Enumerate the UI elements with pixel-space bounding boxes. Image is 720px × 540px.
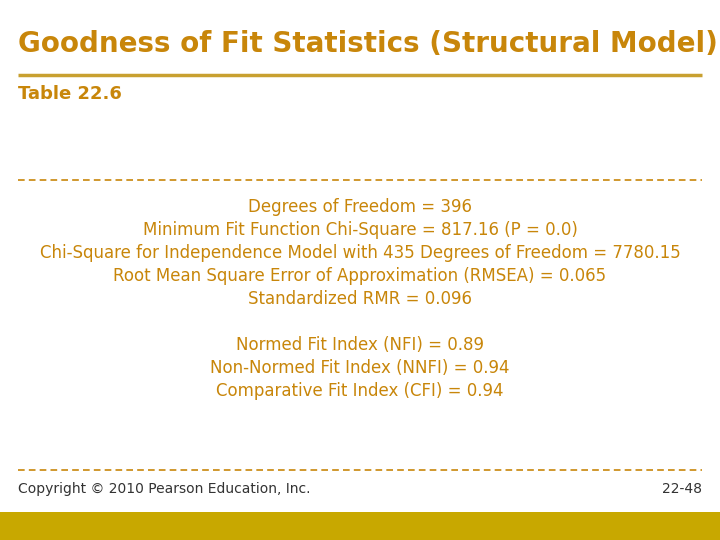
Text: Minimum Fit Function Chi-Square = 817.16 (P = 0.0): Minimum Fit Function Chi-Square = 817.16… (143, 221, 577, 239)
Text: Table 22.6: Table 22.6 (18, 85, 122, 103)
Text: Root Mean Square Error of Approximation (RMSEA) = 0.065: Root Mean Square Error of Approximation … (114, 267, 606, 285)
Text: Goodness of Fit Statistics (Structural Model): Goodness of Fit Statistics (Structural M… (18, 30, 718, 58)
Text: Standardized RMR = 0.096: Standardized RMR = 0.096 (248, 290, 472, 308)
Text: Comparative Fit Index (CFI) = 0.94: Comparative Fit Index (CFI) = 0.94 (216, 382, 504, 400)
Text: Copyright © 2010 Pearson Education, Inc.: Copyright © 2010 Pearson Education, Inc. (18, 482, 310, 496)
Text: 22-48: 22-48 (662, 482, 702, 496)
Bar (0, 512, 720, 540)
Text: Chi-Square for Independence Model with 435 Degrees of Freedom = 7780.15: Chi-Square for Independence Model with 4… (40, 244, 680, 262)
Text: Normed Fit Index (NFI) = 0.89: Normed Fit Index (NFI) = 0.89 (236, 336, 484, 354)
Text: Degrees of Freedom = 396: Degrees of Freedom = 396 (248, 198, 472, 216)
Text: Non-Normed Fit Index (NNFI) = 0.94: Non-Normed Fit Index (NNFI) = 0.94 (210, 359, 510, 377)
